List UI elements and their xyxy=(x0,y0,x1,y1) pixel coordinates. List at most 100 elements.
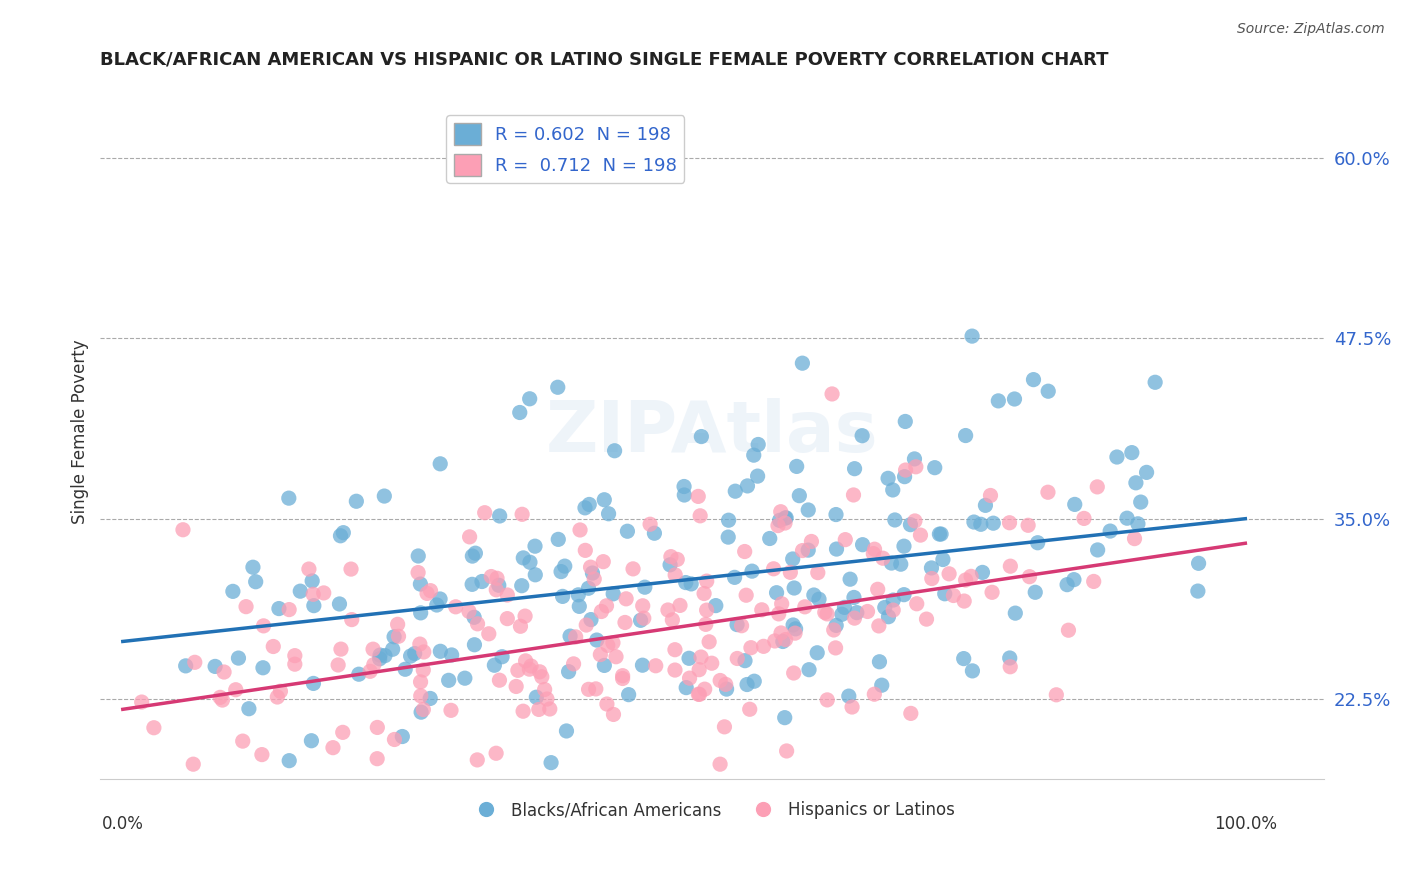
Point xyxy=(741,564,763,578)
Point xyxy=(547,533,569,547)
Point xyxy=(578,581,600,595)
Point xyxy=(536,692,558,706)
Point xyxy=(1083,574,1105,589)
Point xyxy=(900,706,922,721)
Point xyxy=(574,543,596,558)
Point xyxy=(870,678,893,692)
Legend: R = 0.602  N = 198, R =  0.712  N = 198: R = 0.602 N = 198, R = 0.712 N = 198 xyxy=(446,115,685,183)
Point xyxy=(412,663,434,677)
Point xyxy=(675,681,697,695)
Point xyxy=(602,636,624,650)
Point xyxy=(533,682,555,697)
Point xyxy=(1057,624,1080,638)
Point xyxy=(409,577,432,591)
Point xyxy=(717,530,740,544)
Point xyxy=(416,586,439,600)
Point xyxy=(714,677,737,691)
Point xyxy=(823,623,845,637)
Point xyxy=(301,574,323,588)
Point xyxy=(142,721,165,735)
Point xyxy=(928,527,950,541)
Point xyxy=(406,566,429,580)
Point xyxy=(763,634,786,648)
Point xyxy=(426,598,449,612)
Point xyxy=(747,437,769,451)
Point xyxy=(391,730,413,744)
Point xyxy=(605,649,627,664)
Point xyxy=(547,380,569,394)
Point xyxy=(429,592,451,607)
Point xyxy=(302,676,325,690)
Point xyxy=(505,680,527,694)
Point xyxy=(824,640,846,655)
Point xyxy=(440,703,463,717)
Point xyxy=(987,393,1010,408)
Point xyxy=(529,665,551,679)
Point xyxy=(298,562,321,576)
Point xyxy=(644,658,666,673)
Point xyxy=(409,674,432,689)
Point xyxy=(696,603,718,617)
Point xyxy=(664,663,686,677)
Point xyxy=(1144,376,1167,390)
Point xyxy=(873,600,896,615)
Point xyxy=(312,586,335,600)
Point xyxy=(815,693,838,707)
Point xyxy=(681,577,703,591)
Point xyxy=(1073,511,1095,525)
Point xyxy=(1063,497,1085,511)
Point xyxy=(1022,373,1045,387)
Point xyxy=(406,549,429,563)
Point xyxy=(512,550,534,565)
Point xyxy=(524,539,547,553)
Point xyxy=(340,562,363,576)
Point xyxy=(659,558,682,572)
Point xyxy=(657,603,679,617)
Text: Source: ZipAtlas.com: Source: ZipAtlas.com xyxy=(1237,22,1385,37)
Point xyxy=(700,657,723,671)
Point xyxy=(696,574,718,588)
Point xyxy=(1004,392,1026,406)
Point xyxy=(429,644,451,658)
Point xyxy=(669,599,692,613)
Point xyxy=(1063,573,1085,587)
Point xyxy=(558,629,581,643)
Point xyxy=(825,542,848,557)
Point xyxy=(1045,688,1067,702)
Point xyxy=(555,723,578,738)
Point xyxy=(742,674,765,689)
Point xyxy=(664,567,686,582)
Text: BLACK/AFRICAN AMERICAN VS HISPANIC OR LATINO SINGLE FEMALE POVERTY CORRELATION C: BLACK/AFRICAN AMERICAN VS HISPANIC OR LA… xyxy=(100,51,1109,69)
Point xyxy=(664,642,686,657)
Point xyxy=(779,566,801,580)
Point xyxy=(792,543,814,558)
Point xyxy=(866,582,889,597)
Point xyxy=(740,640,762,655)
Point xyxy=(1085,480,1108,494)
Point xyxy=(929,527,952,541)
Point xyxy=(709,673,731,688)
Point xyxy=(266,690,288,704)
Point xyxy=(184,656,207,670)
Point xyxy=(1000,559,1022,574)
Point xyxy=(238,702,260,716)
Point xyxy=(725,617,748,632)
Point xyxy=(688,490,710,504)
Point xyxy=(751,603,773,617)
Point xyxy=(678,651,700,665)
Point xyxy=(972,566,994,580)
Point xyxy=(509,619,531,633)
Point xyxy=(768,607,790,621)
Point xyxy=(785,622,807,636)
Point xyxy=(478,627,501,641)
Point xyxy=(381,642,404,657)
Point xyxy=(844,611,866,625)
Point xyxy=(905,597,928,611)
Point xyxy=(332,725,354,739)
Point xyxy=(758,532,780,546)
Point xyxy=(1024,585,1046,599)
Point xyxy=(458,530,481,544)
Point xyxy=(384,732,406,747)
Point xyxy=(834,600,856,615)
Point xyxy=(638,517,661,532)
